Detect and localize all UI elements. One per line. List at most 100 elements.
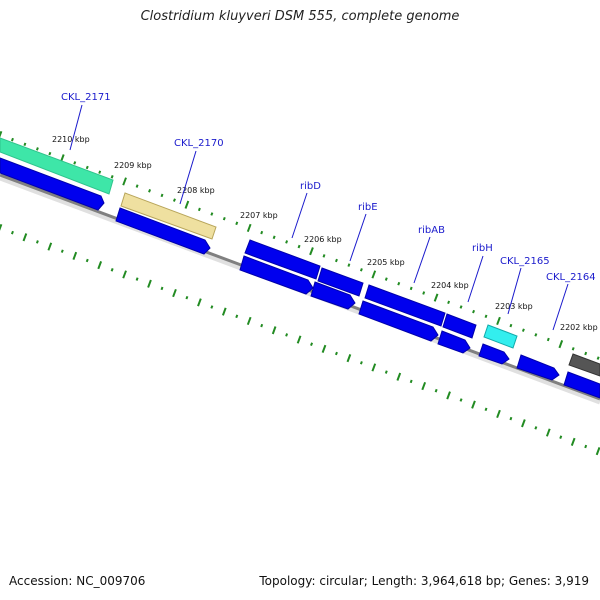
ruler-label: 2208 kbp: [177, 186, 215, 195]
ruler-label: 2206 kbp: [304, 235, 342, 244]
gene-leader-line: [467, 255, 484, 303]
cds-arrow[interactable]: [358, 300, 439, 342]
outer-tick: [571, 347, 575, 351]
feature-bar-cyan[interactable]: [483, 324, 518, 349]
gene-label[interactable]: ribD: [300, 181, 321, 192]
feature-bar-khaki[interactable]: [120, 192, 217, 240]
outer-tick-ring: [0, 130, 600, 360]
cds-arrow[interactable]: [310, 281, 356, 310]
inner-tick-ring: [0, 223, 600, 456]
inner-tick: [521, 419, 526, 428]
cds-arrow[interactable]: [364, 284, 446, 327]
outer-tick: [309, 247, 314, 256]
inner-tick: [446, 391, 451, 400]
outer-tick: [122, 177, 127, 186]
inner-tick: [534, 426, 538, 430]
outer-tick: [148, 189, 152, 193]
inner-tick: [396, 372, 402, 381]
gene-label[interactable]: ribAB: [418, 225, 445, 236]
cds-arrow[interactable]: [115, 207, 211, 255]
outer-tick: [371, 270, 377, 279]
inner-tick: [172, 288, 177, 298]
gene-label[interactable]: CKL_2164: [546, 272, 596, 283]
inner-tick: [72, 251, 78, 260]
cds-arrow[interactable]: [442, 313, 477, 339]
outer-tick: [210, 212, 214, 216]
outer-tick: [98, 170, 102, 174]
ruler-label: 2210 kbp: [52, 135, 90, 144]
inner-tick: [210, 305, 214, 309]
outer-tick: [23, 142, 27, 147]
inner-tick: [496, 409, 501, 419]
inner-tick: [160, 286, 164, 291]
cds-arrow[interactable]: [437, 330, 471, 354]
gene-leader-line: [552, 283, 569, 331]
outer-tick: [85, 165, 89, 170]
inner-tick: [545, 428, 551, 437]
outer-tick: [409, 286, 413, 291]
inner-tick: [595, 447, 600, 456]
outer-tick: [584, 351, 588, 356]
outer-tick: [509, 323, 513, 328]
outer-tick: [484, 314, 488, 319]
gene-leaders: [69, 104, 569, 331]
inner-tick: [334, 351, 338, 356]
cds-arrow[interactable]: [317, 267, 364, 297]
gene-label[interactable]: ribH: [472, 243, 493, 254]
inner-tick: [271, 326, 277, 335]
cds-arrow[interactable]: [563, 371, 600, 399]
inner-tick: [421, 381, 427, 391]
inner-tick: [97, 261, 103, 270]
outer-tick: [322, 254, 326, 258]
inner-tick: [459, 398, 463, 402]
outer-tick: [184, 200, 190, 209]
cds-arrow[interactable]: [239, 255, 314, 295]
cds-arrow[interactable]: [516, 354, 560, 381]
highlight-track: [0, 137, 600, 377]
outer-tick: [35, 147, 39, 151]
gene-label[interactable]: CKL_2171: [61, 92, 111, 103]
inner-tick: [35, 240, 39, 244]
inner-tick: [85, 258, 89, 263]
cds-arrow[interactable]: [0, 157, 105, 211]
inner-tick: [122, 270, 127, 279]
cds-track: [0, 157, 600, 399]
inner-tick: [570, 437, 576, 446]
outer-tick: [521, 328, 525, 332]
cds-arrow[interactable]: [244, 239, 321, 280]
outer-tick: [433, 293, 439, 302]
inner-tick: [235, 314, 239, 319]
inner-tick: [321, 344, 327, 353]
gene-labels: CKL_2171 CKL_2170 ribD ribE ribAB ribH C…: [61, 92, 596, 283]
gene-leader-line: [349, 213, 367, 262]
outer-tick: [397, 281, 401, 286]
outer-tick: [297, 244, 301, 249]
outer-tick: [558, 340, 564, 349]
feature-bar-teal[interactable]: [0, 137, 114, 195]
gene-label[interactable]: ribE: [358, 202, 378, 213]
gene-leader-line: [507, 267, 522, 315]
feature-bar-gray[interactable]: [568, 353, 600, 377]
gene-leader-line: [179, 150, 197, 205]
inner-tick: [260, 323, 264, 328]
inner-tick: [409, 379, 413, 384]
outer-tick: [135, 184, 139, 188]
inner-tick: [584, 444, 588, 449]
gene-label[interactable]: CKL_2170: [174, 138, 224, 149]
inner-tick: [110, 268, 114, 272]
outer-tick: [73, 161, 77, 165]
ruler-label: 2205 kbp: [367, 258, 405, 267]
inner-tick: [147, 279, 152, 288]
ruler-label: 2207 kbp: [240, 211, 278, 220]
cds-arrow[interactable]: [478, 343, 510, 365]
inner-tick: [371, 363, 377, 372]
ruler-label: 2202 kbp: [560, 323, 598, 332]
inner-tick: [197, 298, 202, 307]
inner-tick: [310, 342, 314, 346]
inner-tick: [185, 295, 189, 300]
outer-tick: [235, 221, 239, 226]
inner-tick: [434, 388, 438, 393]
gene-label[interactable]: CKL_2165: [500, 256, 550, 267]
inner-tick: [0, 223, 3, 231]
